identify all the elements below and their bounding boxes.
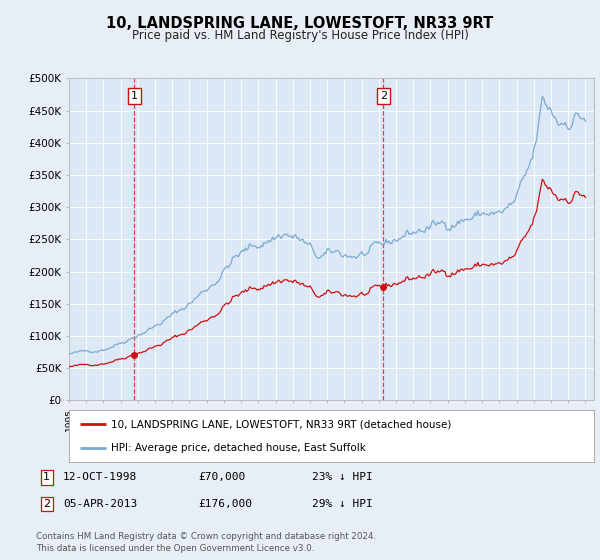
Text: 2: 2 [43, 499, 50, 509]
Text: HPI: Average price, detached house, East Suffolk: HPI: Average price, detached house, East… [111, 443, 366, 453]
Text: 1: 1 [131, 91, 138, 101]
Text: This data is licensed under the Open Government Licence v3.0.: This data is licensed under the Open Gov… [36, 544, 314, 553]
Text: 05-APR-2013: 05-APR-2013 [63, 499, 137, 509]
Text: Price paid vs. HM Land Registry's House Price Index (HPI): Price paid vs. HM Land Registry's House … [131, 29, 469, 42]
Text: 10, LANDSPRING LANE, LOWESTOFT, NR33 9RT (detached house): 10, LANDSPRING LANE, LOWESTOFT, NR33 9RT… [111, 419, 451, 430]
Text: 23% ↓ HPI: 23% ↓ HPI [312, 472, 373, 482]
Text: £70,000: £70,000 [198, 472, 245, 482]
Text: 10, LANDSPRING LANE, LOWESTOFT, NR33 9RT: 10, LANDSPRING LANE, LOWESTOFT, NR33 9RT [106, 16, 494, 31]
Text: £176,000: £176,000 [198, 499, 252, 509]
Text: 29% ↓ HPI: 29% ↓ HPI [312, 499, 373, 509]
Text: 1: 1 [43, 472, 50, 482]
Text: Contains HM Land Registry data © Crown copyright and database right 2024.: Contains HM Land Registry data © Crown c… [36, 532, 376, 541]
Text: 2: 2 [380, 91, 387, 101]
Text: 12-OCT-1998: 12-OCT-1998 [63, 472, 137, 482]
